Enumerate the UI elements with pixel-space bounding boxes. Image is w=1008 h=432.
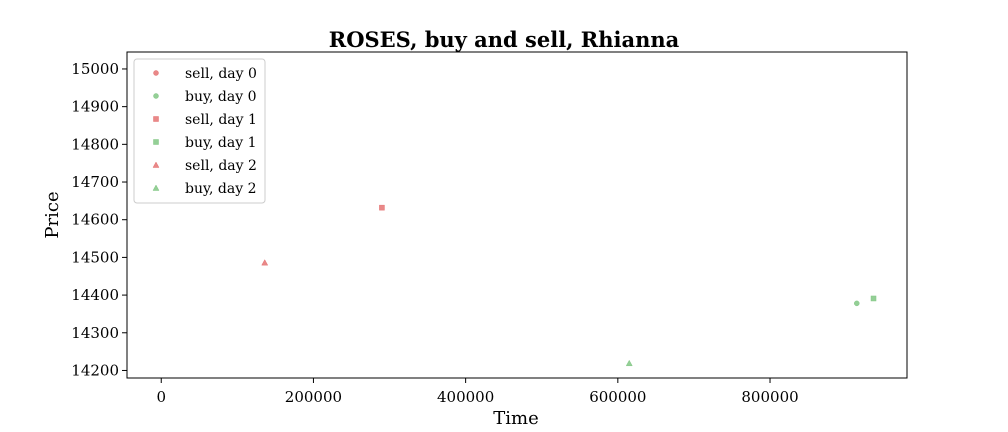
legend-marker (153, 116, 159, 122)
legend-entry: buy, day 1 (185, 135, 257, 151)
legend-entry: sell, day 1 (185, 112, 257, 128)
legend-marker (153, 70, 159, 76)
sell-triangle-point (261, 259, 269, 266)
legend-marker (152, 161, 160, 168)
legend-entry: sell, day 0 (185, 66, 257, 82)
y-tick-label: 14400 (71, 286, 119, 304)
legend-marker (152, 184, 160, 191)
x-tick-label: 200000 (285, 388, 342, 406)
y-tick-label: 14600 (71, 211, 119, 229)
y-tick-label: 14800 (71, 135, 119, 153)
legend-entry: sell, day 2 (185, 158, 257, 174)
legend-box (133, 58, 266, 204)
y-tick-label: 15000 (71, 60, 119, 78)
x-axis: 0 200000 400000 600000 800000 (156, 378, 799, 406)
legend: sell, day 0 buy, day 0 sell, day 1 buy, day… (133, 58, 266, 204)
legend-marker (153, 139, 159, 145)
legend-marker (153, 93, 159, 99)
buy-triangle-point (625, 359, 633, 367)
data-points (158, 66, 877, 367)
buy-square-point (870, 295, 877, 302)
chart-title: ROSES, buy and sell, Rhianna (329, 27, 680, 52)
y-tick-label: 14200 (71, 361, 119, 379)
sell-square-point (379, 204, 385, 211)
y-axis-label: Price (42, 191, 63, 238)
plot-area (126, 51, 908, 379)
x-tick-label: 800000 (741, 388, 798, 406)
y-tick-label: 14300 (71, 324, 119, 342)
legend-entry: buy, day 2 (185, 181, 257, 197)
x-tick-label: 600000 (589, 388, 646, 406)
y-tick-label: 14500 (71, 248, 119, 266)
y-tick-label: 14900 (71, 98, 119, 116)
x-axis-label: Time (493, 408, 538, 429)
x-tick-label: 400000 (437, 388, 494, 406)
x-tick-label: 0 (156, 388, 166, 406)
y-axis: 14200 14300 14400 14500 14600 14700 14800 14900… (71, 60, 127, 379)
legend-entry: buy, day 0 (185, 89, 257, 105)
buy-circle-point (854, 300, 860, 307)
y-tick-label: 14700 (71, 173, 119, 191)
